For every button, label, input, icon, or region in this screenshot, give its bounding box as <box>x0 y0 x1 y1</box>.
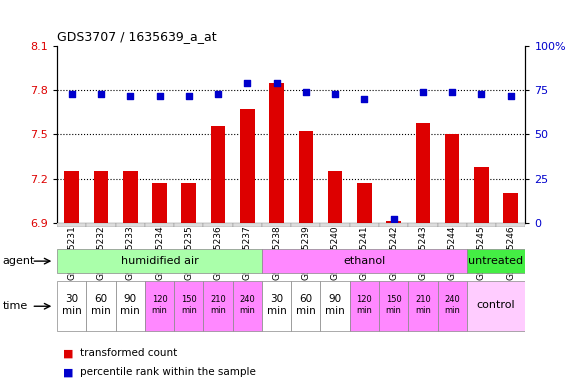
Text: percentile rank within the sample: percentile rank within the sample <box>80 367 256 377</box>
FancyBboxPatch shape <box>320 223 349 227</box>
Bar <box>416 122 430 223</box>
Bar <box>270 83 284 223</box>
FancyBboxPatch shape <box>467 249 525 273</box>
FancyBboxPatch shape <box>320 281 349 331</box>
FancyBboxPatch shape <box>203 223 233 227</box>
Text: 60
min: 60 min <box>91 294 111 316</box>
Text: humidified air: humidified air <box>120 256 198 266</box>
FancyBboxPatch shape <box>262 249 467 273</box>
Text: 60
min: 60 min <box>296 294 316 316</box>
FancyBboxPatch shape <box>233 223 262 227</box>
Bar <box>328 171 343 223</box>
FancyBboxPatch shape <box>86 281 115 331</box>
Bar <box>357 183 372 223</box>
Point <box>506 93 515 99</box>
FancyBboxPatch shape <box>349 223 379 227</box>
Text: 150
min: 150 min <box>181 295 197 315</box>
Bar <box>387 221 401 223</box>
Text: untreated: untreated <box>468 256 524 266</box>
Text: time: time <box>3 301 28 311</box>
Point <box>389 216 398 222</box>
Point <box>419 89 428 95</box>
Point <box>184 93 194 99</box>
Bar <box>152 183 167 223</box>
Bar <box>474 167 489 223</box>
FancyBboxPatch shape <box>496 223 525 227</box>
Point <box>331 91 340 97</box>
FancyBboxPatch shape <box>262 281 291 331</box>
Point <box>126 93 135 99</box>
Point <box>243 80 252 86</box>
Text: 30
min: 30 min <box>62 294 82 316</box>
FancyBboxPatch shape <box>233 281 262 331</box>
Text: ethanol: ethanol <box>343 256 385 266</box>
FancyBboxPatch shape <box>437 281 467 331</box>
Text: 210
min: 210 min <box>210 295 226 315</box>
Point <box>477 91 486 97</box>
Text: 30
min: 30 min <box>267 294 287 316</box>
Text: 150
min: 150 min <box>385 295 401 315</box>
Text: 210
min: 210 min <box>415 295 431 315</box>
FancyBboxPatch shape <box>291 281 320 331</box>
Bar <box>211 126 226 223</box>
Text: 120
min: 120 min <box>151 295 167 315</box>
FancyBboxPatch shape <box>467 281 525 331</box>
Bar <box>65 171 79 223</box>
Bar <box>182 183 196 223</box>
Bar <box>445 134 460 223</box>
Text: transformed count: transformed count <box>80 348 177 358</box>
FancyBboxPatch shape <box>57 281 86 331</box>
Text: 240
min: 240 min <box>239 295 255 315</box>
FancyBboxPatch shape <box>115 223 145 227</box>
Text: 120
min: 120 min <box>356 295 372 315</box>
FancyBboxPatch shape <box>467 223 496 227</box>
FancyBboxPatch shape <box>203 281 233 331</box>
FancyBboxPatch shape <box>57 223 86 227</box>
FancyBboxPatch shape <box>57 249 262 273</box>
FancyBboxPatch shape <box>349 281 379 331</box>
Point <box>96 91 106 97</box>
FancyBboxPatch shape <box>174 223 203 227</box>
Text: control: control <box>477 300 516 310</box>
Point <box>301 89 311 95</box>
Bar <box>504 193 518 223</box>
Bar <box>94 171 108 223</box>
Bar <box>299 131 313 223</box>
Text: ■: ■ <box>63 367 73 377</box>
FancyBboxPatch shape <box>86 223 115 227</box>
FancyBboxPatch shape <box>145 281 174 331</box>
Point <box>448 89 457 95</box>
Bar <box>240 109 255 223</box>
Point <box>360 96 369 102</box>
Text: 240
min: 240 min <box>444 295 460 315</box>
FancyBboxPatch shape <box>408 223 437 227</box>
Point <box>272 80 281 86</box>
FancyBboxPatch shape <box>437 223 467 227</box>
FancyBboxPatch shape <box>379 281 408 331</box>
Text: GDS3707 / 1635639_a_at: GDS3707 / 1635639_a_at <box>57 30 217 43</box>
FancyBboxPatch shape <box>115 281 145 331</box>
FancyBboxPatch shape <box>174 281 203 331</box>
Point <box>155 93 164 99</box>
Text: ■: ■ <box>63 348 73 358</box>
Point <box>214 91 223 97</box>
Text: 90
min: 90 min <box>325 294 345 316</box>
Text: agent: agent <box>3 256 35 266</box>
Text: 90
min: 90 min <box>120 294 140 316</box>
FancyBboxPatch shape <box>379 223 408 227</box>
Bar <box>123 171 138 223</box>
FancyBboxPatch shape <box>408 281 437 331</box>
FancyBboxPatch shape <box>291 223 320 227</box>
Point <box>67 91 77 97</box>
FancyBboxPatch shape <box>262 223 291 227</box>
FancyBboxPatch shape <box>145 223 174 227</box>
